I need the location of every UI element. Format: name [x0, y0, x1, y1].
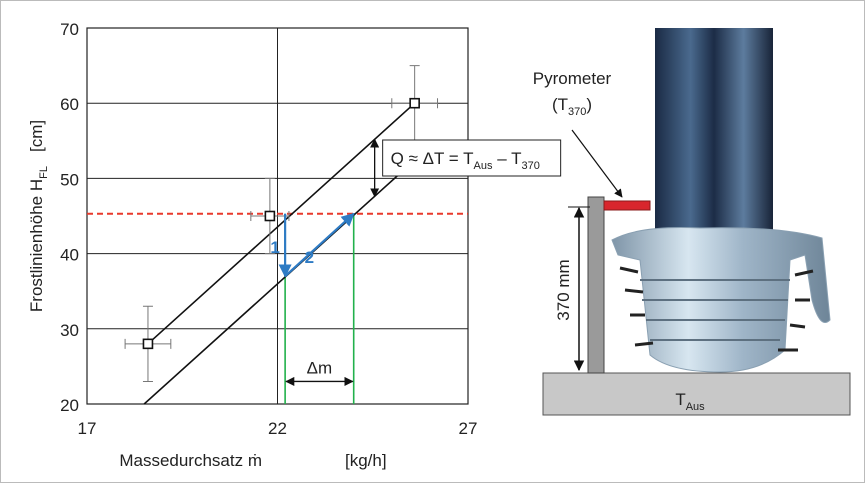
y-tick-label: 20	[60, 396, 79, 415]
y-tick-label: 60	[60, 95, 79, 114]
text: (T	[552, 95, 568, 114]
figure: 20 30 40 50 60 70 17 22 27 Frostlinienhöhe HFL [cm…	[0, 0, 865, 483]
data-point	[143, 339, 152, 348]
text: – T	[493, 149, 522, 168]
text: T	[675, 390, 685, 409]
x-axis-label: Massedurchsatz ṁ	[119, 451, 262, 470]
height-label: 370 mm	[554, 259, 573, 320]
subscript: Aus	[686, 401, 705, 413]
text: Q ≈ ΔT = T	[391, 149, 474, 168]
delta-m-label: Δm	[307, 358, 333, 377]
pyrometer-label: Pyrometer	[533, 69, 612, 88]
x-tick-label: 22	[268, 419, 287, 438]
y-tick-label: 50	[60, 170, 79, 189]
post	[588, 197, 604, 373]
text: [cm]	[27, 120, 46, 152]
pyrometer-sensor	[604, 201, 650, 210]
text: )	[586, 95, 592, 114]
x-tick-label: 27	[459, 419, 478, 438]
subscript: 370	[568, 106, 586, 118]
data-point	[265, 212, 274, 221]
y-tick-label: 30	[60, 321, 79, 340]
arrow-label: 2	[305, 248, 314, 267]
data-point	[410, 99, 419, 108]
y-tick-label: 70	[60, 20, 79, 39]
subscript: Aus	[474, 160, 493, 172]
film-tube	[655, 28, 773, 243]
y-tick-label: 40	[60, 246, 79, 265]
text: Frostlinienhöhe H	[27, 179, 46, 312]
subscript: 370	[521, 160, 539, 172]
arrow-label: 1	[270, 238, 279, 257]
x-axis-label-unit: [kg/h]	[345, 451, 387, 470]
subscript: FL	[38, 166, 50, 179]
x-tick-label: 17	[78, 419, 97, 438]
